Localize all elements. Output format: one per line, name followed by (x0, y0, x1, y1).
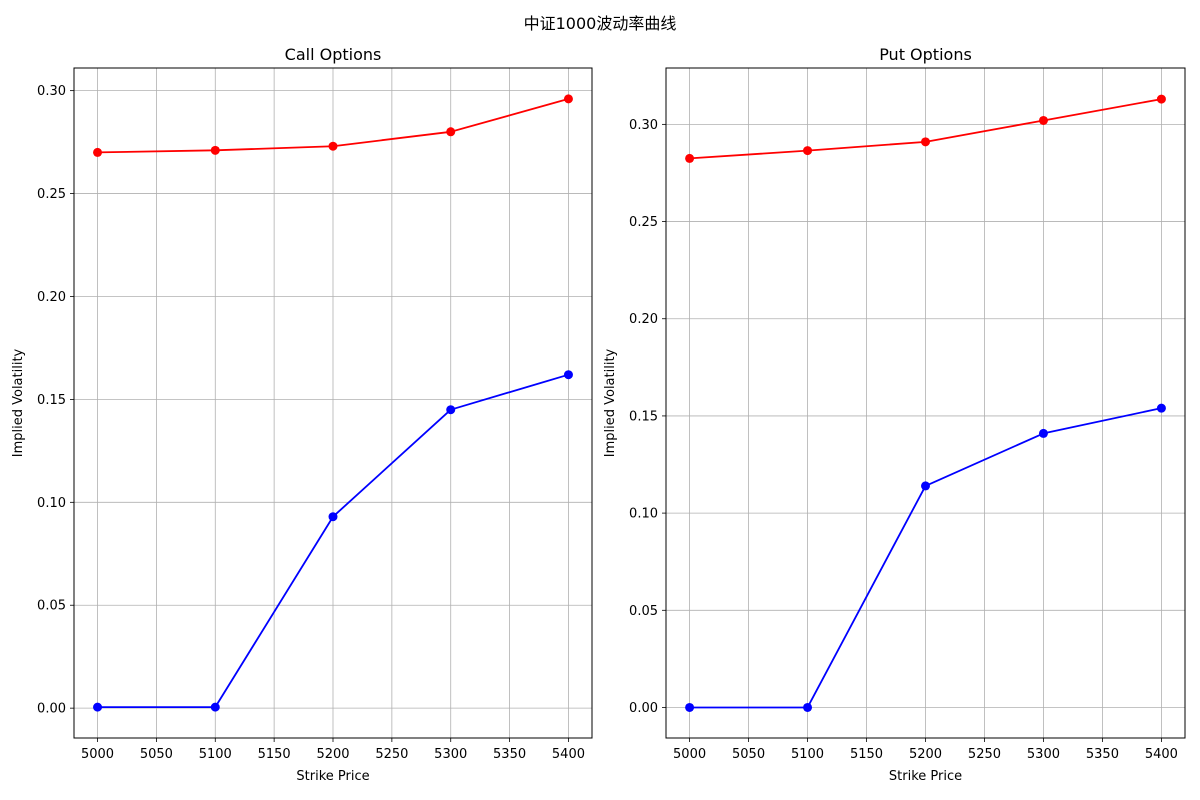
data-point (210, 145, 220, 155)
data-point (563, 370, 573, 380)
figure-title: 中证1000波动率曲线 (523, 14, 677, 33)
data-point (1038, 428, 1048, 438)
data-point (1038, 115, 1048, 125)
x-tick-label: 5000 (673, 747, 706, 762)
y-tick-label: 0.05 (629, 604, 658, 619)
data-point (803, 702, 813, 712)
x-tick-label: 5150 (850, 747, 883, 762)
x-tick-label: 5100 (791, 747, 824, 762)
x-tick-label: 5050 (140, 747, 173, 762)
y-axis-label: Implied Volatility (11, 348, 26, 457)
y-tick-label: 0.10 (37, 496, 66, 511)
data-point (563, 94, 573, 104)
x-tick-label: 5200 (316, 747, 349, 762)
x-tick-label: 5400 (552, 747, 585, 762)
x-tick-label: 5400 (1145, 747, 1178, 762)
y-tick-label: 0.20 (37, 290, 66, 305)
x-tick-label: 5150 (258, 747, 291, 762)
plot-frame (73, 67, 593, 739)
data-point (93, 702, 103, 712)
x-tick-label: 5000 (81, 747, 114, 762)
y-axis-label: Implied Volatility (603, 348, 618, 457)
data-point (921, 137, 930, 147)
data-point (685, 702, 695, 712)
data-point (446, 405, 456, 415)
y-tick-label: 0.00 (629, 701, 658, 716)
y-tick-label: 0.10 (629, 507, 658, 522)
data-point (210, 702, 220, 712)
data-point (921, 481, 930, 491)
data-point (803, 146, 813, 156)
data-point (328, 141, 338, 151)
x-tick-label: 5350 (1086, 747, 1119, 762)
chart-panel-1: 5000 5050 5100 5150 5200 5250 5300 5350 5400 0.00… (11, 45, 593, 784)
y-tick-label: 0.30 (37, 84, 66, 99)
y-tick-label: 0.30 (629, 118, 658, 133)
y-tick-label: 0.15 (37, 393, 66, 408)
data-point (1156, 94, 1166, 104)
y-tick-label: 0.05 (37, 599, 66, 614)
x-tick-label: 5250 (968, 747, 1001, 762)
x-axis-label: Strike Price (296, 769, 369, 784)
y-tick-label: 0.20 (629, 312, 658, 327)
panel-title: Call Options (285, 45, 382, 64)
data-point (93, 147, 103, 157)
chart-panel-2: 5000 5050 5100 5150 5200 5250 5300 5350 5400 0.00… (603, 45, 1186, 784)
x-tick-label: 5300 (1027, 747, 1060, 762)
data-point (446, 127, 456, 137)
data-point (1156, 403, 1166, 413)
data-point (685, 153, 695, 163)
data-point (328, 512, 338, 522)
plot-frame (665, 67, 1186, 739)
x-tick-label: 5250 (375, 747, 408, 762)
x-tick-label: 5050 (732, 747, 765, 762)
x-tick-label: 5200 (909, 747, 942, 762)
y-tick-label: 0.00 (37, 702, 66, 717)
y-tick-label: 0.15 (629, 409, 658, 424)
x-axis-label: Strike Price (889, 769, 962, 784)
x-tick-label: 5300 (434, 747, 467, 762)
x-tick-label: 5100 (199, 747, 232, 762)
x-tick-label: 5350 (493, 747, 526, 762)
y-tick-label: 0.25 (37, 187, 66, 202)
y-tick-label: 0.25 (629, 215, 658, 230)
panel-title: Put Options (879, 45, 972, 64)
